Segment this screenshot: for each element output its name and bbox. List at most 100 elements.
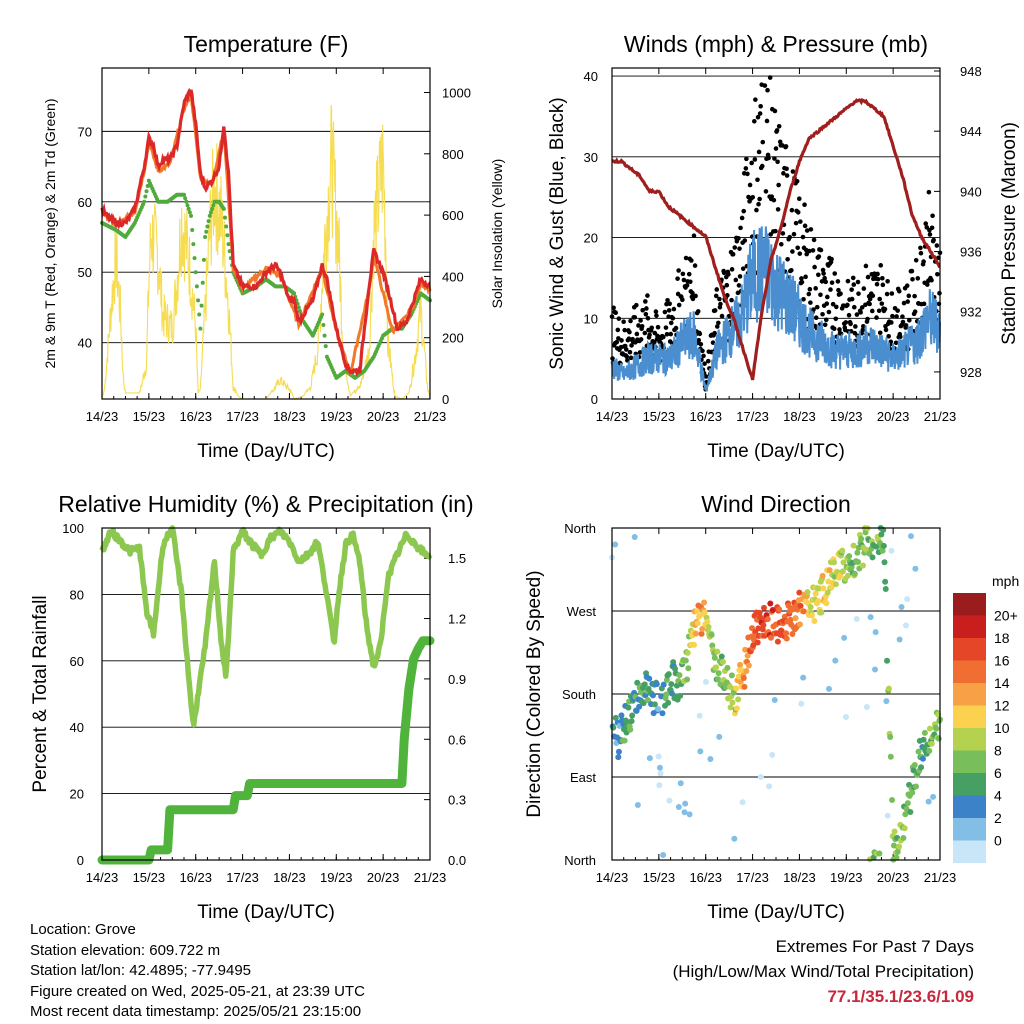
gust-point [703, 374, 709, 379]
dewpoint-point [190, 227, 195, 232]
gust-point [768, 232, 774, 237]
direction-point [851, 570, 858, 577]
direction-point [727, 704, 734, 711]
gust-point [901, 300, 907, 306]
dewpoint-point [189, 213, 194, 218]
legend-swatch [953, 593, 986, 616]
gust-point [820, 311, 825, 317]
gust-point [624, 354, 630, 359]
x-tick-label: 16/23 [179, 870, 212, 885]
temp-9m-line [101, 91, 432, 376]
dewpoint-point [226, 242, 231, 247]
gust-point [645, 315, 651, 321]
dewpoint-point [211, 203, 216, 208]
plot-border [611, 527, 941, 861]
gust-point [832, 271, 838, 276]
gust-point [664, 332, 670, 337]
gust-point [882, 306, 888, 312]
direction-point [666, 797, 673, 804]
gust-point [712, 330, 717, 336]
plot-border [101, 67, 431, 400]
gust-point [877, 330, 883, 336]
gust-point [819, 279, 825, 284]
gust-point [681, 277, 687, 283]
gust-point [623, 347, 629, 352]
dewpoint-point [203, 235, 208, 240]
direction-point [825, 685, 832, 692]
direction-point [841, 634, 848, 641]
gust-point [785, 256, 790, 262]
gust-point [773, 228, 778, 234]
gust-point [880, 282, 886, 288]
gust-point [668, 331, 674, 337]
direction-point [867, 614, 874, 621]
gust-point [775, 207, 781, 212]
direction-point [612, 541, 619, 548]
gust-point [654, 313, 659, 318]
gust-point [793, 220, 799, 226]
direction-point [766, 783, 773, 790]
direction-point [757, 774, 764, 781]
gust-point [874, 281, 880, 287]
gust-point [692, 263, 698, 268]
gust-point [652, 330, 658, 336]
gust-point [738, 225, 743, 231]
y2-tick-label: 600 [442, 208, 464, 223]
y-tick-label: 0 [77, 853, 84, 868]
gust-point [671, 306, 677, 312]
direction-point [807, 604, 814, 611]
dewpoint-point [193, 270, 198, 275]
gust-point [778, 241, 784, 247]
y2-tick-label: 0.0 [448, 853, 466, 868]
gust-point [854, 312, 860, 317]
direction-point [754, 639, 761, 646]
y-tick-label: 60 [78, 195, 92, 210]
gust-point [797, 251, 803, 256]
direction-point [808, 612, 815, 619]
direction-point [660, 851, 667, 858]
gust-point [638, 318, 643, 323]
direction-point [844, 572, 851, 579]
direction-point [881, 559, 888, 566]
direction-point [902, 622, 909, 629]
x-tick-label: 18/23 [783, 409, 816, 424]
gust-point [721, 270, 727, 276]
gust-point [742, 238, 748, 243]
direction-point [636, 703, 643, 710]
gust-point [634, 302, 639, 308]
direction-point [767, 634, 774, 641]
direction-point [656, 764, 663, 771]
legend-swatch [953, 795, 986, 818]
gust-point [904, 283, 910, 289]
dewpoint-point [292, 291, 297, 296]
direction-point [926, 725, 933, 732]
gust-point [680, 271, 686, 277]
y-tick-label: 0 [591, 392, 598, 407]
gust-point [691, 233, 697, 239]
direction-point [656, 782, 663, 789]
direction-point [694, 620, 701, 627]
gust-point [800, 234, 806, 240]
x-tick-label: 20/23 [877, 870, 910, 885]
dewpoint-point [210, 206, 215, 211]
gust-point [818, 292, 823, 298]
y-tick-label: 80 [70, 587, 84, 602]
dewpoint-point [322, 333, 327, 338]
dewpoint-point [223, 215, 227, 220]
direction-point [824, 589, 831, 596]
gust-point [790, 249, 795, 254]
gust-point [687, 279, 693, 285]
direction-point [684, 649, 691, 656]
extremes-values: 77.1/35.1/23.6/1.09 [827, 987, 974, 1006]
direction-point [935, 735, 942, 742]
gust-point [843, 320, 849, 325]
dewpoint-point [208, 210, 213, 215]
gust-point [621, 319, 626, 325]
gust-point [784, 173, 790, 178]
dewpoint-point [184, 199, 189, 204]
gust-point [910, 277, 915, 282]
direction-point [820, 585, 827, 592]
y2-tick-label: 800 [442, 147, 464, 162]
direction-point [618, 712, 625, 719]
direction-point [714, 676, 721, 683]
